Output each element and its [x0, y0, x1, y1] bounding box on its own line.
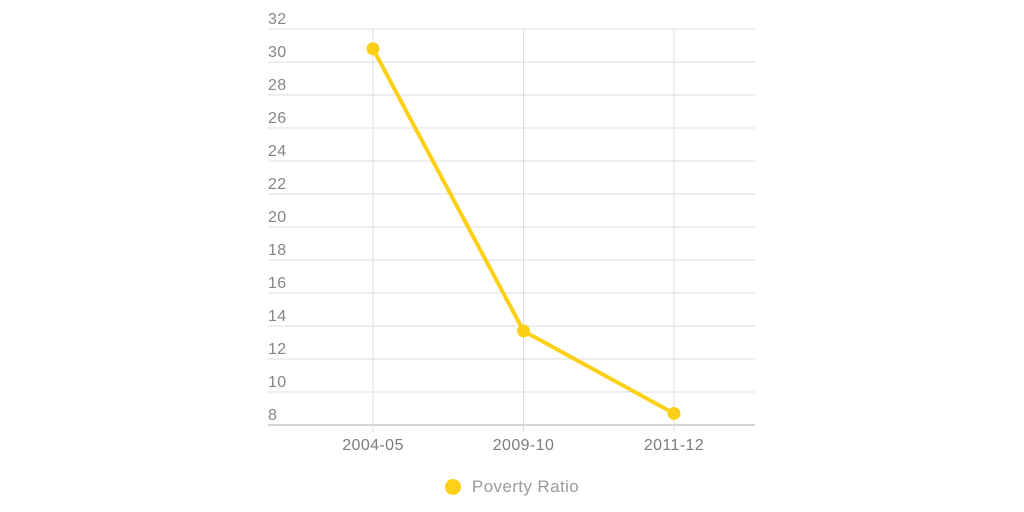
- y-tick-label: 28: [268, 77, 287, 94]
- legend-label: Poverty Ratio: [471, 477, 580, 496]
- y-tick-label: 16: [268, 275, 287, 292]
- x-tick-label: 2009-10: [493, 437, 555, 454]
- y-tick-label: 22: [268, 176, 287, 193]
- legend-item-poverty-ratio[interactable]: Poverty Ratio: [0, 477, 1024, 497]
- x-tick-label: 2004-05: [342, 437, 404, 454]
- data-point[interactable]: [517, 324, 530, 338]
- y-tick-label: 30: [268, 44, 287, 61]
- y-tick-label: 32: [268, 11, 287, 28]
- y-tick-label: 14: [268, 308, 287, 325]
- y-tick-label: 24: [268, 143, 287, 160]
- x-tick-label: 2011-12: [644, 437, 704, 454]
- y-tick-label: 8: [268, 407, 277, 424]
- y-tick-label: 26: [268, 110, 287, 127]
- data-point[interactable]: [667, 406, 681, 420]
- y-tick-label: 18: [268, 242, 287, 259]
- y-tick-label: 12: [268, 341, 287, 358]
- y-tick-label: 10: [268, 374, 287, 391]
- legend-circle-icon: [444, 479, 461, 495]
- y-tick-label: 20: [268, 209, 287, 226]
- data-point[interactable]: [366, 42, 380, 56]
